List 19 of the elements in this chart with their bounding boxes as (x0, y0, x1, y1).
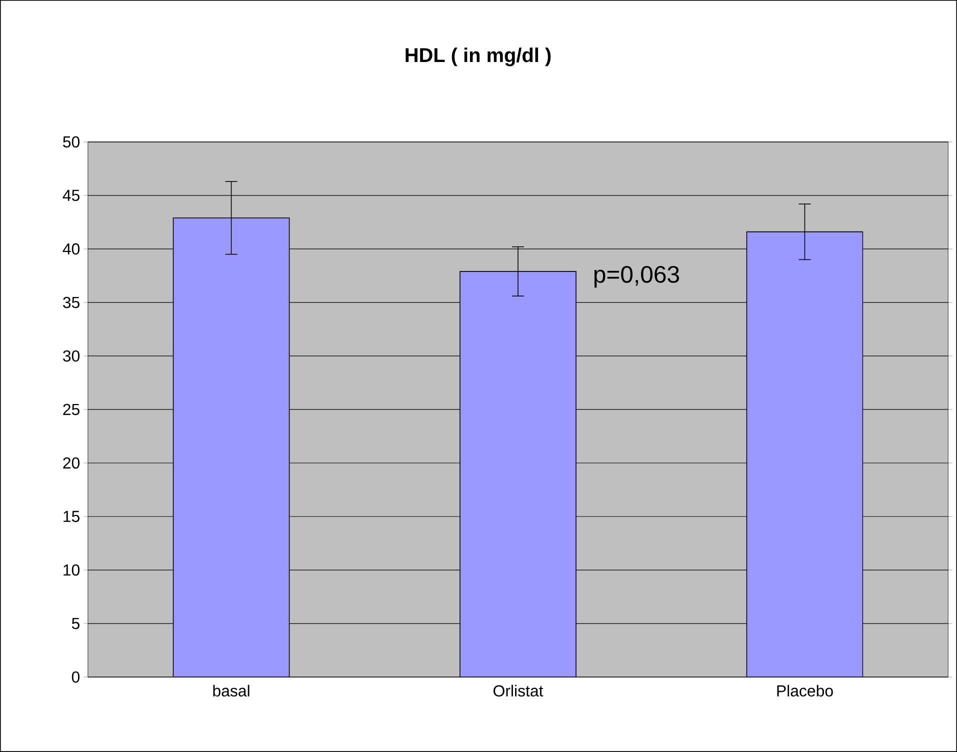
y-tick-label: 40 (62, 243, 80, 255)
x-tick-label: Orlistat (494, 684, 544, 697)
y-tick-label: 15 (64, 510, 80, 522)
y-tick-label: 0 (72, 671, 80, 683)
y-tick-label: 30 (63, 350, 80, 362)
x-tick-label: basal (213, 684, 250, 697)
bar (460, 271, 576, 678)
y-tick-label: 10 (64, 564, 80, 576)
y-tick-label: 50 (63, 136, 80, 148)
y-tick-label: 35 (63, 296, 80, 308)
chart-title: HDL ( in mg/dl ) (406, 48, 551, 66)
x-tick-label: Placebo (777, 684, 833, 697)
bar (172, 218, 290, 678)
y-tick-label: 25 (63, 404, 80, 416)
annotation: p=0,063 (594, 266, 679, 288)
y-tick-label: 20 (63, 457, 80, 469)
y-tick-label: 45 (62, 190, 80, 202)
y-tick-label: 5 (72, 618, 80, 630)
bar (746, 231, 864, 678)
